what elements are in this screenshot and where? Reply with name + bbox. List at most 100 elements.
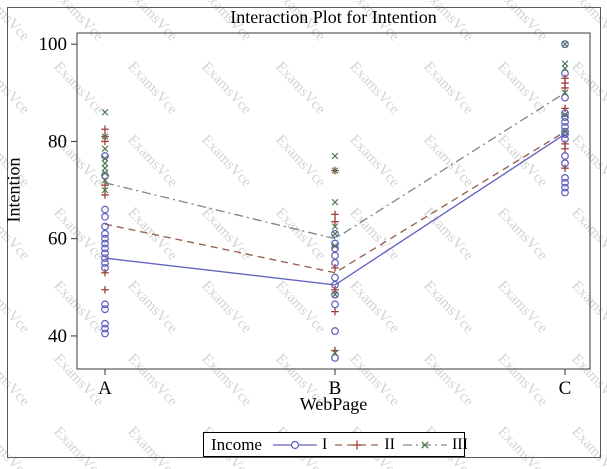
circle-marker xyxy=(101,171,109,180)
x-marker xyxy=(101,164,109,172)
circle-marker-icon xyxy=(290,440,300,450)
legend-label-II: II xyxy=(384,435,395,453)
y-tick-label: 60 xyxy=(48,229,67,250)
plot-frame xyxy=(76,32,591,370)
legend-item-II: II xyxy=(334,436,402,454)
legend-item-III: III xyxy=(402,436,475,454)
circle-marker xyxy=(101,319,109,328)
plus-marker xyxy=(101,125,109,134)
circle-marker xyxy=(101,229,109,238)
legend-label-III: III xyxy=(451,435,468,453)
x-marker xyxy=(331,349,339,357)
x-marker xyxy=(101,145,109,153)
circle-marker xyxy=(561,183,569,192)
plus-marker xyxy=(101,137,109,146)
x-marker xyxy=(101,177,109,184)
circle-marker xyxy=(331,244,339,253)
x-marker xyxy=(331,167,339,174)
circle-marker xyxy=(101,234,109,243)
circle-marker xyxy=(331,229,339,238)
circle-marker xyxy=(101,205,109,214)
x-marker xyxy=(561,128,569,136)
circle-marker xyxy=(101,305,109,314)
y-axis-label: Intention xyxy=(3,157,24,223)
plus-marker xyxy=(561,144,569,153)
circle-marker xyxy=(331,251,339,260)
y-tick-label: 40 xyxy=(48,326,67,347)
circle-marker xyxy=(561,113,569,122)
circle-marker xyxy=(101,259,109,267)
circle-marker xyxy=(101,300,109,309)
x-marker xyxy=(561,65,569,72)
legend-title: Income xyxy=(211,434,262,454)
x-marker xyxy=(331,152,339,160)
x-marker xyxy=(101,133,109,140)
circle-marker xyxy=(101,329,109,338)
circle-marker xyxy=(101,324,109,333)
circle-marker xyxy=(331,353,339,362)
circle-marker xyxy=(561,152,569,160)
plus-marker xyxy=(561,104,569,113)
plus-marker xyxy=(101,268,109,277)
x-tick-label: B xyxy=(329,378,342,399)
plus-marker-icon xyxy=(352,440,362,450)
series-line-I xyxy=(104,133,566,286)
plus-marker xyxy=(331,217,339,226)
circle-marker xyxy=(101,212,109,221)
legend-sample-II xyxy=(335,440,380,450)
circle-marker xyxy=(561,130,569,139)
x-tick-label: A xyxy=(98,378,112,399)
x-marker-icon xyxy=(421,441,429,449)
circle-marker xyxy=(561,93,569,102)
plus-marker xyxy=(101,191,109,199)
chart-title: Interaction Plot for Intention xyxy=(230,7,437,27)
x-marker xyxy=(331,223,339,230)
circle-marker xyxy=(561,118,569,126)
circle-marker xyxy=(101,244,109,253)
circle-marker xyxy=(561,178,569,187)
x-marker xyxy=(561,111,569,119)
x-marker xyxy=(331,198,339,206)
series-line-II xyxy=(104,131,566,274)
y-tick-label: 80 xyxy=(48,131,67,152)
circle-marker xyxy=(561,127,569,136)
circle-marker xyxy=(561,40,569,49)
legend-sample-III xyxy=(402,441,447,449)
circle-marker xyxy=(101,152,109,160)
plus-marker xyxy=(101,285,109,294)
x-marker xyxy=(101,186,109,194)
plus-marker xyxy=(331,307,339,316)
x-marker xyxy=(331,230,339,238)
circle-marker xyxy=(331,273,339,282)
series-line-III xyxy=(104,92,566,240)
legend-sample-I xyxy=(272,440,317,450)
circle-marker xyxy=(331,327,339,335)
circle-marker xyxy=(101,254,109,263)
circle-marker xyxy=(561,174,569,182)
circle-marker xyxy=(561,122,569,131)
legend-items: I II III xyxy=(272,436,475,454)
x-marker xyxy=(331,242,339,250)
plus-marker xyxy=(331,210,339,219)
x-marker xyxy=(561,89,569,97)
plus-marker xyxy=(561,84,569,92)
x-marker xyxy=(331,291,339,298)
plus-marker xyxy=(101,181,109,189)
x-marker xyxy=(101,155,109,162)
x-marker xyxy=(561,60,569,67)
circle-marker xyxy=(101,249,109,258)
plus-marker xyxy=(331,264,339,272)
x-tick-label: C xyxy=(559,378,572,399)
plus-marker xyxy=(331,285,339,294)
circle-marker xyxy=(331,239,339,248)
y-tick-label: 100 xyxy=(39,34,68,55)
circle-marker xyxy=(101,239,109,248)
x-marker xyxy=(101,169,109,177)
legend-label-I: I xyxy=(321,435,328,453)
x-marker xyxy=(561,40,569,48)
circle-marker xyxy=(331,300,339,309)
legend-item-I: I xyxy=(272,436,334,454)
legend: Income I II III xyxy=(203,432,468,457)
